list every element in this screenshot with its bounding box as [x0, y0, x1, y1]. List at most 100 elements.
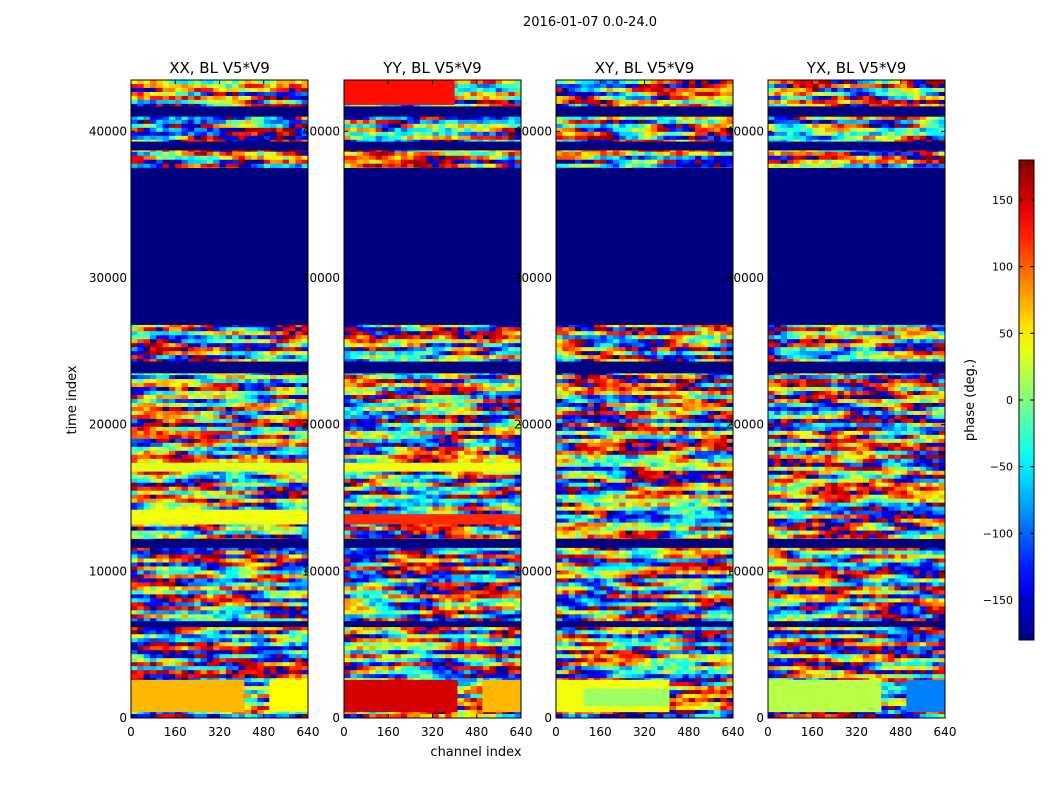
phase-cell [226, 590, 233, 595]
phase-cell [289, 84, 296, 89]
phase-cell [238, 483, 245, 488]
phase-cell [289, 551, 296, 556]
phase-cell [464, 84, 471, 89]
phase-cell [144, 551, 151, 556]
y-axis-label: time index [65, 365, 80, 434]
phase-cell [251, 598, 258, 603]
phase-cell [175, 415, 182, 420]
phase-cell [150, 419, 157, 424]
phase-cell [502, 92, 509, 97]
phase-cell [207, 487, 214, 492]
phase-cell [220, 586, 227, 591]
phase-cell [207, 96, 214, 101]
phase-cell [270, 658, 277, 663]
phase-cell [232, 100, 239, 105]
phase-cell [182, 602, 189, 607]
phase-cell [251, 427, 258, 432]
phase-cell [131, 156, 138, 161]
phase-cell [257, 566, 264, 571]
phase-cell [245, 551, 252, 556]
phase-cell [213, 662, 220, 667]
phase-cell [283, 399, 290, 404]
phase-cell [251, 559, 258, 564]
phase-cell [295, 92, 302, 97]
phase-cell [188, 606, 195, 611]
phase-cell [376, 132, 383, 137]
phase-cell [156, 339, 163, 344]
phase-cell [163, 670, 170, 675]
phase-cell [131, 459, 138, 464]
phase-cell [251, 327, 258, 332]
phase-cell [194, 355, 201, 360]
phase-cell [175, 419, 182, 424]
phase-cell [226, 96, 233, 101]
phase-cell [144, 586, 151, 591]
phase-cell [245, 491, 252, 496]
phase-cell [169, 379, 176, 384]
phase-cell [220, 658, 227, 663]
phase-cell [188, 447, 195, 452]
phase-cell [163, 566, 170, 571]
phase-cell [137, 559, 144, 564]
phase-cell [156, 487, 163, 492]
phase-cell [175, 483, 182, 488]
phase-cell [226, 634, 233, 639]
phase-cell [182, 491, 189, 496]
phase-cell [220, 427, 227, 432]
phase-cell [131, 658, 138, 663]
phase-cell [163, 415, 170, 420]
phase-cell [175, 535, 182, 540]
phase-cell [150, 535, 157, 540]
phase-cell [150, 559, 157, 564]
phase-cell [226, 654, 233, 659]
phase-cell [150, 582, 157, 587]
phase-cell [213, 499, 220, 504]
phase-cell [207, 439, 214, 444]
phase-cell [169, 606, 176, 611]
phase-cell [156, 387, 163, 392]
phase-cell [257, 96, 264, 101]
phase-cell [295, 578, 302, 583]
phase-cell [194, 590, 201, 595]
phase-cell [414, 120, 421, 125]
phase-cell [264, 347, 271, 352]
phase-cell [207, 499, 214, 504]
phase-cell [131, 491, 138, 496]
phase-cell [137, 451, 144, 456]
phase-cell [238, 479, 245, 484]
phase-cell [163, 610, 170, 615]
phase-cell [470, 124, 477, 129]
phase-cell [188, 475, 195, 480]
phase-cell [188, 487, 195, 492]
phase-cell [150, 399, 157, 404]
phase-cell [295, 407, 302, 412]
phase-cell [232, 419, 239, 424]
phase-cell [251, 415, 258, 420]
phase-cell [188, 586, 195, 591]
phase-cell [175, 475, 182, 480]
phase-cell [483, 84, 490, 89]
phase-cell [163, 459, 170, 464]
phase-cell [207, 662, 214, 667]
phase-cell [289, 590, 296, 595]
phase-cell [194, 331, 201, 336]
phase-cell [169, 431, 176, 436]
phase-cell [188, 415, 195, 420]
phase-cell [295, 84, 302, 89]
phase-cell [238, 642, 245, 647]
phase-cell [213, 156, 220, 161]
phase-cell [251, 419, 258, 424]
phase-cell [156, 531, 163, 536]
phase-cell [470, 92, 477, 97]
phase-cell [188, 638, 195, 643]
phase-cell [175, 435, 182, 440]
phase-cell [238, 499, 245, 504]
phase-cell [289, 475, 296, 480]
phase-cell [137, 375, 144, 380]
phase-cell [156, 638, 163, 643]
phase-cell [276, 379, 283, 384]
phase-cell [175, 383, 182, 388]
phase-cell [276, 662, 283, 667]
phase-cell [169, 602, 176, 607]
phase-cell [163, 650, 170, 655]
